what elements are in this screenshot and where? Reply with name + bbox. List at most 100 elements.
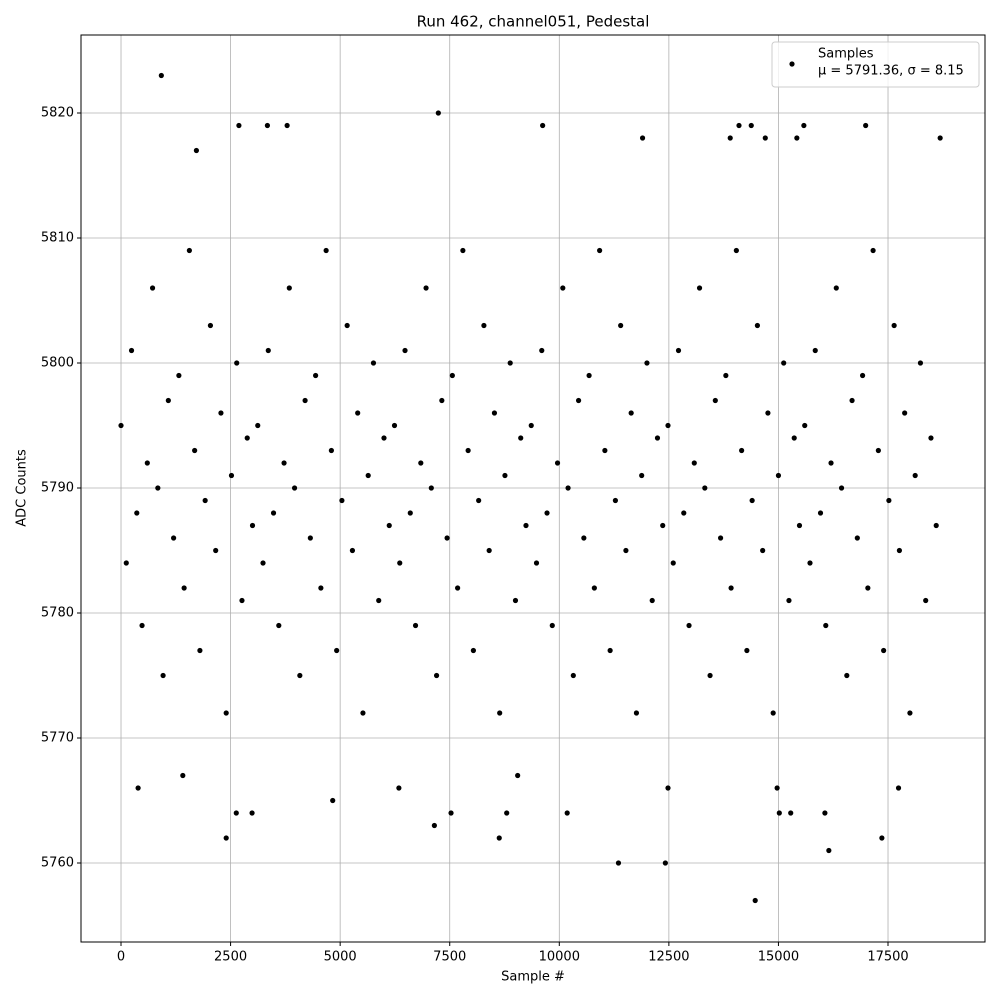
point xyxy=(933,522,939,529)
point xyxy=(396,785,402,791)
point xyxy=(171,535,177,541)
x-axis-label: Sample # xyxy=(501,970,565,985)
point xyxy=(844,672,850,679)
point xyxy=(323,247,329,254)
point xyxy=(504,810,510,816)
point xyxy=(807,560,813,566)
point xyxy=(549,622,555,629)
point xyxy=(418,460,424,466)
point xyxy=(865,585,871,591)
grid xyxy=(81,35,985,942)
point xyxy=(544,510,550,516)
point xyxy=(863,122,869,129)
point xyxy=(276,622,282,629)
point xyxy=(665,422,671,429)
point xyxy=(628,410,634,416)
y-tick-label: 5820 xyxy=(41,106,74,121)
point xyxy=(223,835,229,841)
legend-label: Samples xyxy=(818,47,874,62)
chart-title: Run 462, channel051, Pedestal xyxy=(417,13,650,31)
point xyxy=(770,710,776,716)
point xyxy=(491,410,498,416)
point xyxy=(739,447,745,454)
point xyxy=(497,710,503,716)
x-tick-label: 5000 xyxy=(324,950,357,965)
point xyxy=(859,372,866,379)
point xyxy=(788,810,794,816)
point xyxy=(407,510,413,516)
point xyxy=(223,710,229,716)
point xyxy=(639,135,646,141)
point xyxy=(481,322,487,329)
y-axis-label: ADC Counts xyxy=(15,449,30,527)
y-tick-label: 5780 xyxy=(41,606,74,621)
point xyxy=(822,810,828,816)
point xyxy=(612,497,618,504)
point xyxy=(937,135,943,141)
point xyxy=(754,322,761,329)
point xyxy=(586,372,592,379)
point xyxy=(662,860,668,866)
point xyxy=(255,422,261,429)
point xyxy=(575,397,582,404)
point xyxy=(644,360,650,366)
point xyxy=(284,122,290,129)
point xyxy=(917,360,924,366)
point xyxy=(707,672,713,679)
point xyxy=(838,485,845,491)
point xyxy=(496,835,502,841)
point xyxy=(360,710,366,716)
point xyxy=(665,785,671,791)
point xyxy=(896,547,903,554)
point xyxy=(181,585,187,591)
point xyxy=(502,472,508,479)
point xyxy=(518,435,524,441)
x-tick-label: 12500 xyxy=(648,950,689,965)
point xyxy=(891,322,897,329)
point xyxy=(449,372,455,379)
point xyxy=(397,560,403,566)
point xyxy=(702,485,708,491)
point xyxy=(244,435,250,441)
point xyxy=(765,410,771,416)
point xyxy=(486,547,492,554)
point xyxy=(313,372,319,379)
point xyxy=(460,247,466,254)
point xyxy=(533,560,540,566)
legend: Samples μ = 5791.36, σ = 8.15 xyxy=(771,41,980,88)
point xyxy=(507,360,513,366)
point xyxy=(691,460,697,466)
point xyxy=(192,447,198,454)
legend-marker xyxy=(789,61,795,67)
point xyxy=(712,397,718,404)
point xyxy=(817,510,824,516)
point xyxy=(854,535,860,541)
point xyxy=(239,597,245,604)
point xyxy=(286,285,292,291)
point xyxy=(623,547,629,554)
point xyxy=(733,247,739,254)
point xyxy=(902,410,908,416)
point xyxy=(675,347,682,354)
point xyxy=(615,860,622,866)
point xyxy=(781,360,787,366)
point xyxy=(123,560,129,566)
point xyxy=(776,810,782,816)
point xyxy=(249,810,255,816)
point xyxy=(186,247,192,254)
point xyxy=(686,622,692,629)
point xyxy=(895,785,902,791)
point xyxy=(512,597,519,604)
point xyxy=(202,497,208,504)
point xyxy=(334,647,340,654)
point xyxy=(762,135,768,141)
point xyxy=(428,485,434,491)
point xyxy=(455,585,461,591)
point xyxy=(591,585,597,591)
point xyxy=(633,710,640,716)
point xyxy=(752,897,758,904)
legend-box xyxy=(771,41,980,88)
legend-stats: μ = 5791.36, σ = 8.15 xyxy=(818,64,964,79)
point xyxy=(875,447,881,454)
